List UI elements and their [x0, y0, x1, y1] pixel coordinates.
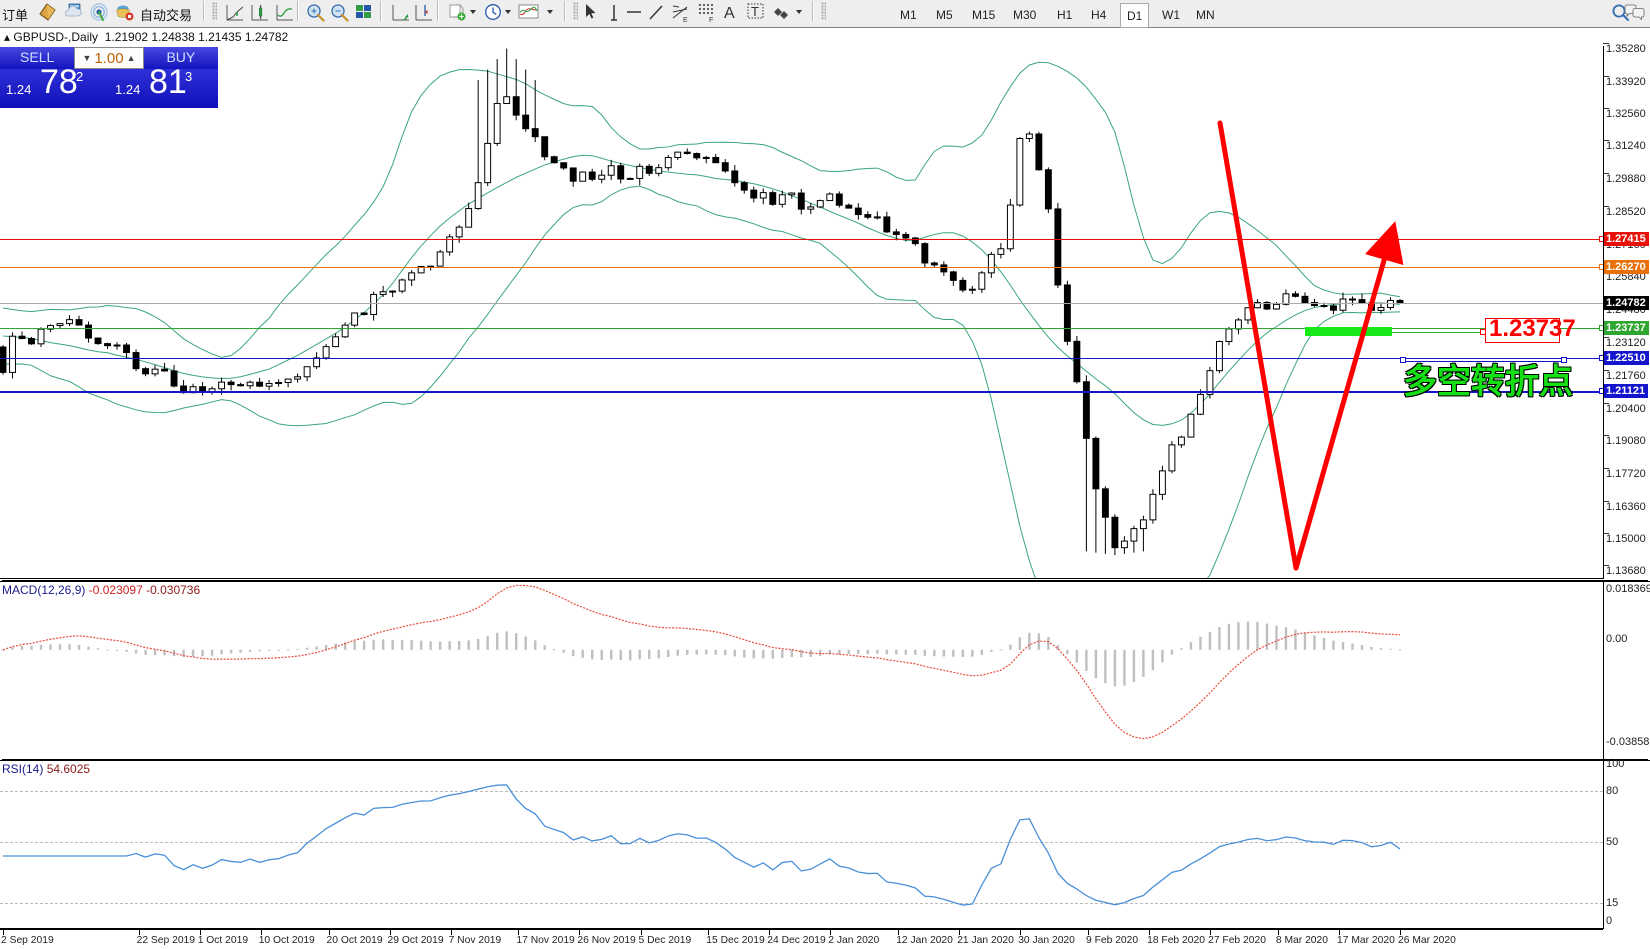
- svg-text:F: F: [709, 17, 713, 23]
- svg-text:E: E: [683, 17, 688, 23]
- svg-text:A: A: [724, 5, 735, 22]
- svg-text:T: T: [751, 4, 759, 19]
